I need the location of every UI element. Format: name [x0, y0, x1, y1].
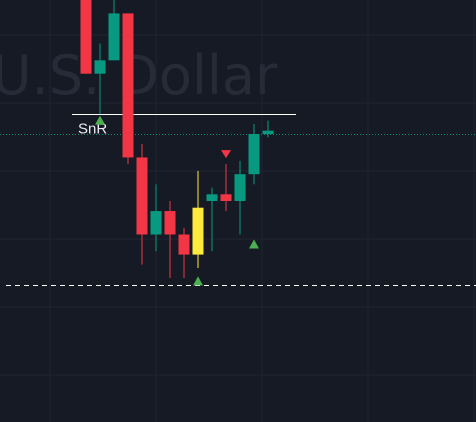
sell-signal-icon [221, 150, 231, 159]
snr-level-label: SnR [78, 121, 107, 138]
price-levels: SnR [0, 114, 476, 286]
candle[interactable] [262, 120, 274, 138]
buy-signal-icon [193, 276, 203, 286]
candle[interactable] [94, 43, 106, 114]
candle-body [80, 0, 92, 74]
candle[interactable] [150, 184, 162, 252]
candle-body [262, 130, 274, 134]
symbol-watermark: U.S. Dollar [0, 44, 278, 107]
candle[interactable] [178, 227, 190, 279]
buy-signal-icon [249, 239, 259, 249]
candle[interactable] [136, 144, 148, 265]
candle[interactable] [248, 123, 260, 185]
candle-body [220, 194, 232, 201]
candle[interactable] [122, 13, 134, 165]
candle[interactable] [80, 0, 92, 74]
buy-signal-icon [95, 115, 105, 125]
candle-body [178, 234, 190, 255]
candle-body [108, 13, 120, 61]
candle[interactable] [220, 164, 232, 212]
candle-body [192, 207, 204, 255]
candle[interactable] [108, 0, 120, 61]
candle-body [122, 13, 134, 158]
candle-body [150, 211, 162, 235]
candles [80, 0, 274, 279]
candle-body [206, 194, 218, 201]
candle-body [248, 134, 260, 175]
candle-body [234, 174, 246, 201]
candle[interactable] [234, 160, 246, 235]
candle[interactable] [164, 201, 176, 279]
candle[interactable] [206, 187, 218, 252]
candle-body [94, 60, 106, 74]
candle[interactable] [192, 170, 204, 268]
candle-body [136, 157, 148, 235]
signals [95, 115, 259, 286]
candle-body [164, 211, 176, 235]
